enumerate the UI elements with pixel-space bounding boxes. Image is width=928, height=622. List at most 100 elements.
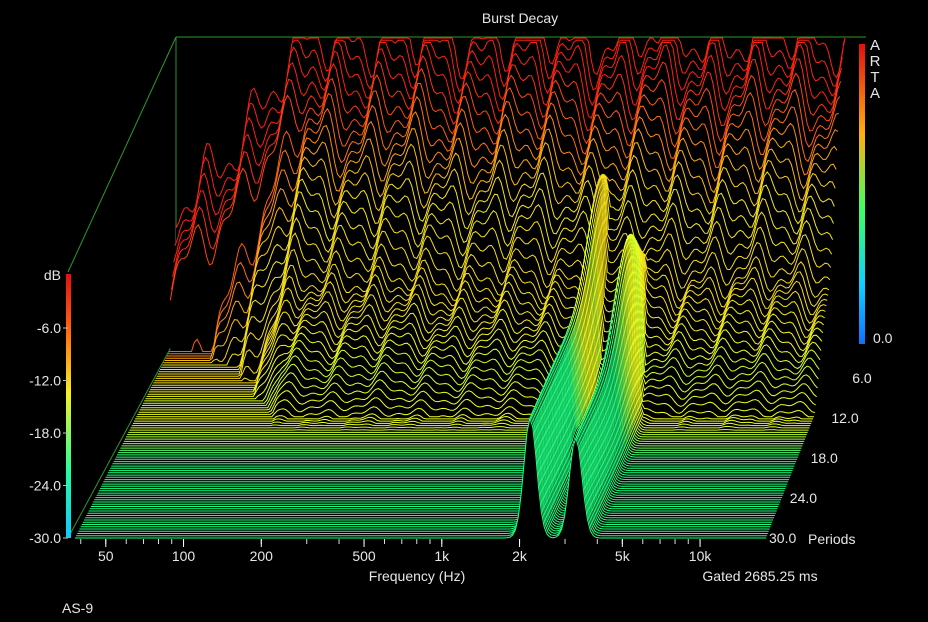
x-tick-label: 5k	[615, 548, 631, 564]
z-tick-label: -6.0	[37, 320, 61, 336]
x-tick-label: 200	[250, 548, 274, 564]
decay-slice-line	[157, 175, 832, 375]
frame-left-diag-bottom	[67, 337, 177, 539]
decay-slice-line	[135, 239, 813, 420]
x-axis-ticks: 50 100 200 500 1k 2k 5k 10k	[80, 539, 713, 564]
decay-slice-line	[81, 402, 772, 525]
decay-slice-line	[163, 154, 836, 364]
decay-slice-line	[93, 380, 781, 503]
decay-slice-line	[119, 313, 801, 451]
decay-slice-line	[169, 67, 842, 301]
decay-slice-line	[121, 300, 803, 447]
x-axis-label: Frequency (Hz)	[369, 568, 465, 584]
watermark-letter: A	[870, 37, 880, 54]
decay-slice-line	[138, 234, 816, 413]
decay-slice-line	[128, 263, 808, 433]
waterfall-surface	[75, 37, 846, 539]
decay-slice-line	[88, 389, 777, 512]
decay-slice-line	[95, 375, 782, 499]
decay-slice-line	[105, 357, 790, 478]
decay-slice-line	[107, 350, 792, 474]
decay-slice-line	[90, 384, 779, 507]
decay-slice-line	[156, 176, 831, 377]
gated-text: Gated 2685.25 ms	[702, 568, 817, 584]
decay-slice-line	[110, 346, 794, 469]
decay-slice-line	[154, 181, 829, 382]
depth-tick-label: 6.0	[852, 370, 872, 386]
decay-slice-line	[129, 258, 809, 431]
decay-slice-line	[117, 325, 799, 456]
decay-slice-line	[136, 236, 814, 418]
decay-slice-line	[80, 406, 771, 528]
decay-slice-line	[162, 169, 835, 366]
decay-slice-line	[98, 369, 785, 492]
depth-tick-label: 24.0	[790, 490, 817, 506]
z-tick-label: -30.0	[29, 530, 61, 546]
decay-slice-line	[79, 407, 770, 530]
decay-slice-line	[92, 382, 780, 505]
decay-slice-line	[155, 178, 830, 379]
decay-slice-line	[94, 378, 782, 501]
decay-slice-line	[153, 184, 828, 384]
decay-slice-line	[86, 393, 775, 516]
decay-slice-line	[118, 319, 800, 454]
decay-slice-line	[115, 331, 798, 458]
z-axis-ticks: -6.0 -12.0 -18.0 -24.0 -30.0	[29, 320, 68, 546]
decay-slice-line	[113, 341, 797, 463]
decay-slice-line	[100, 366, 786, 490]
decay-slice-line	[106, 353, 791, 476]
decay-slice-fill	[145, 220, 821, 399]
depth-tick-label: 0.0	[873, 330, 893, 346]
decay-slice-line	[109, 350, 793, 472]
decay-slice-line	[97, 373, 784, 494]
decay-slice-line	[82, 400, 773, 523]
watermark-letter: T	[870, 69, 879, 86]
decay-slice-line	[143, 233, 820, 404]
x-tick-label: 10k	[689, 548, 713, 564]
chart-title: Burst Decay	[482, 10, 558, 26]
decay-slice-line	[144, 226, 821, 402]
watermark-letter: R	[870, 53, 881, 70]
decay-slice-line	[127, 269, 807, 436]
decay-slice-line	[142, 234, 819, 406]
decay-slice-line	[134, 241, 813, 422]
decay-slice-line	[96, 373, 783, 496]
decay-slice-line	[146, 214, 823, 397]
decay-slice-line	[122, 294, 804, 445]
decay-slice-fill	[139, 233, 817, 410]
z-tick-label: -18.0	[29, 425, 61, 441]
decay-slice-line	[124, 281, 806, 440]
decay-slice-fill	[146, 214, 822, 397]
depth-tick-label: 18.0	[811, 450, 838, 466]
watermark-letter: A	[870, 85, 880, 102]
decay-slice-line	[103, 360, 789, 483]
decay-slice-line	[164, 141, 837, 361]
decay-slice-line	[101, 364, 787, 487]
footer-label: AS-9	[62, 600, 93, 616]
depth-axis-unit: Periods	[808, 531, 855, 547]
decay-slice-line	[89, 388, 778, 510]
frame-left-diag-top	[67, 36, 177, 273]
decay-slice-line	[111, 344, 795, 467]
z-tick-label: -12.0	[29, 373, 61, 389]
decay-slice-line	[87, 391, 776, 514]
decay-slice-line	[102, 362, 788, 485]
depth-tick-label: 12.0	[831, 410, 858, 426]
decay-slice-line	[85, 397, 774, 519]
decay-slice-line	[147, 208, 824, 395]
decay-slice-line	[169, 82, 841, 352]
x-tick-label: 2k	[512, 548, 528, 564]
decay-slice-line	[112, 343, 796, 465]
decay-slice-line	[104, 357, 790, 481]
decay-slice-line	[84, 398, 774, 521]
depth-axis-ticks: 0.0 6.0 12.0 18.0 24.0 30.0	[769, 330, 893, 546]
decay-slice-line	[76, 413, 767, 537]
decay-slice-line	[78, 409, 769, 532]
decay-slice-line	[126, 275, 806, 438]
decay-slice-line	[149, 197, 825, 391]
x-tick-label: 50	[98, 548, 114, 564]
decay-slice-line	[77, 411, 768, 534]
decay-slice-line	[139, 233, 817, 411]
